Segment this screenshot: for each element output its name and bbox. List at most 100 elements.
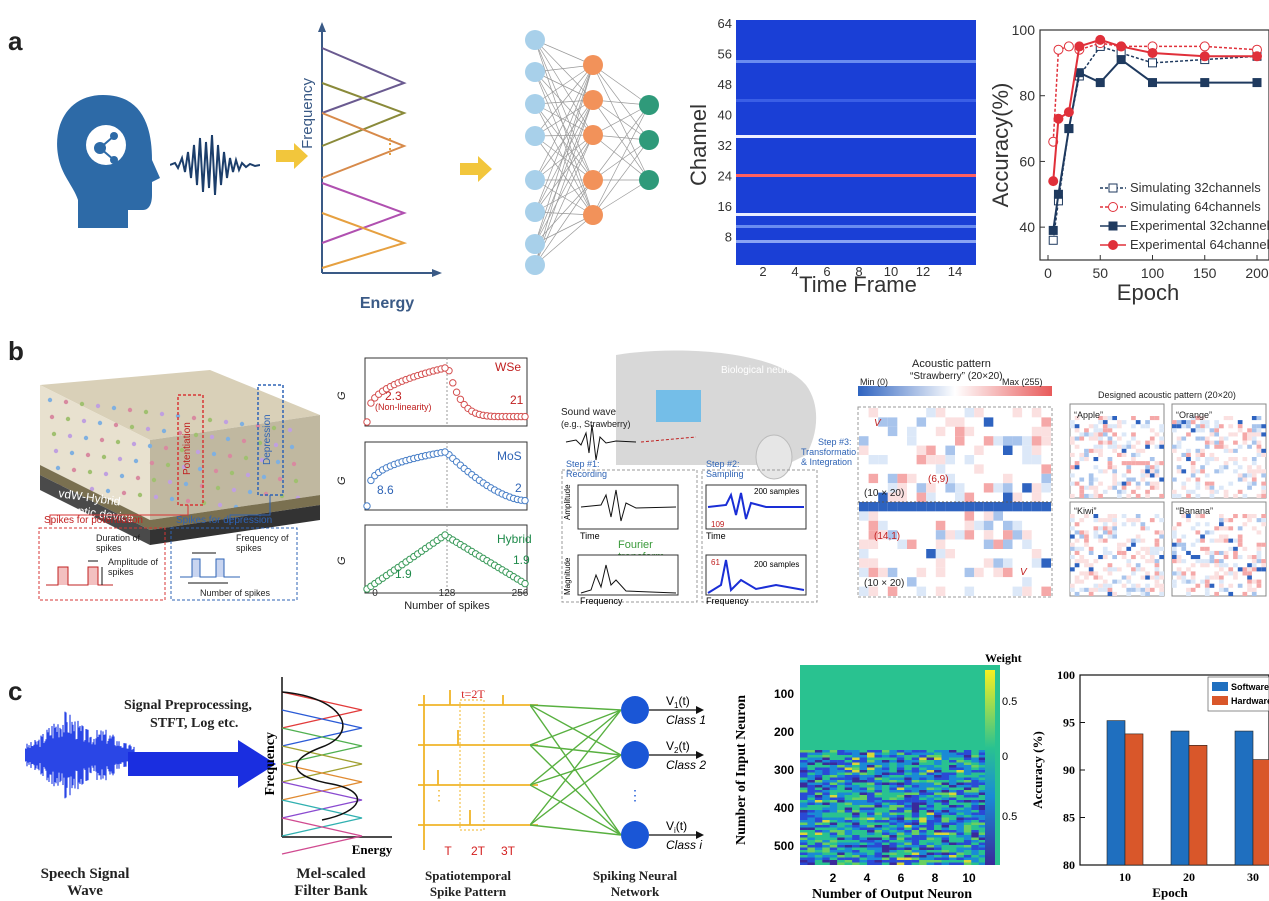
weight-cell xyxy=(852,775,860,778)
designed-cell xyxy=(1140,546,1146,551)
pattern-cell xyxy=(878,520,888,531)
pattern-cell xyxy=(878,549,888,559)
designed-cell xyxy=(1242,432,1248,437)
weight-cell xyxy=(934,752,942,755)
snn-output-suffix: (t) xyxy=(676,819,687,833)
snn-synapse xyxy=(530,784,622,836)
designed-cell xyxy=(1093,518,1099,523)
weight-cell xyxy=(949,832,957,835)
designed-cell xyxy=(1261,485,1266,490)
weight-cell xyxy=(934,790,942,793)
weight-cell xyxy=(963,807,972,810)
weight-cell xyxy=(896,765,905,768)
preprocess-arrow xyxy=(128,740,276,788)
weight-cell xyxy=(978,832,987,835)
designed-cell xyxy=(1186,424,1191,429)
weight-cell xyxy=(911,835,920,838)
designed-cell xyxy=(1219,469,1224,474)
weight-cell xyxy=(829,820,838,823)
pattern-cell xyxy=(897,426,907,437)
weight-cell xyxy=(837,822,845,825)
designed-cell xyxy=(1237,583,1243,588)
weight-cell xyxy=(829,815,838,818)
weight-cell xyxy=(889,800,897,803)
weight-cell xyxy=(963,760,972,763)
designed-cell xyxy=(1135,440,1141,445)
device-atom xyxy=(127,407,133,413)
wse2-nonlin: (Non-linearity) xyxy=(375,402,432,412)
pattern-cell xyxy=(1041,483,1051,493)
heatmap-band xyxy=(736,99,976,102)
weight-cell xyxy=(919,770,927,773)
designed-cell xyxy=(1159,424,1164,429)
weight-cell xyxy=(919,815,927,818)
bio-label: Biological neural networks xyxy=(721,365,837,376)
weight-cell xyxy=(934,857,942,860)
designed-cell xyxy=(1233,469,1238,474)
pattern-cell xyxy=(859,417,869,427)
designed-cell xyxy=(1149,473,1155,478)
nn-edge xyxy=(534,134,594,245)
weight-cell xyxy=(859,842,868,845)
designed-cell xyxy=(1209,583,1215,588)
designed-cell xyxy=(1200,563,1205,568)
mel-filter xyxy=(281,727,363,765)
weight-cell xyxy=(889,827,897,830)
nn-edge xyxy=(534,103,594,136)
weight-cell xyxy=(956,830,964,833)
weight-cell xyxy=(978,795,987,798)
device-atom xyxy=(213,468,219,474)
designed-cell xyxy=(1088,587,1094,592)
weight-cell xyxy=(971,862,979,865)
designed-cell xyxy=(1135,587,1141,592)
depression-spikes-box xyxy=(170,527,298,601)
cond-plot-frame xyxy=(364,524,528,594)
weight-cell xyxy=(978,807,987,810)
weight-cell xyxy=(814,815,823,818)
pattern-cell xyxy=(916,417,927,427)
weight-xtick: 6 xyxy=(898,871,905,885)
weight-cell xyxy=(904,812,912,815)
weight-cell xyxy=(941,782,949,785)
heatmap-xtick: 12 xyxy=(916,264,930,279)
weight-cell xyxy=(859,817,868,820)
weight-cell xyxy=(881,777,890,780)
weight-cell xyxy=(949,787,957,790)
weight-cell xyxy=(926,752,935,755)
designed-cell xyxy=(1117,452,1122,457)
weight-cell xyxy=(807,850,815,853)
weight-cell xyxy=(904,780,912,783)
pattern-cell xyxy=(974,567,984,578)
designed-cell xyxy=(1172,550,1177,555)
designed-cell xyxy=(1098,420,1103,425)
weight-cell xyxy=(874,852,882,855)
designed-cell xyxy=(1214,428,1219,433)
weight-cell xyxy=(949,822,957,825)
pattern-cell xyxy=(1041,520,1051,531)
weight-cell xyxy=(978,750,987,753)
weight-cell xyxy=(896,785,905,788)
designed-cell xyxy=(1131,457,1136,462)
designed-cell xyxy=(1084,428,1089,433)
weight-cell xyxy=(837,770,845,773)
weight-cell xyxy=(867,830,875,833)
cond-point xyxy=(363,502,371,510)
designed-cell xyxy=(1172,559,1177,564)
weight-cell xyxy=(919,835,927,838)
pattern-cell xyxy=(1031,586,1042,596)
designed-cell xyxy=(1121,522,1127,527)
weight-cell xyxy=(807,777,815,780)
weight-cell xyxy=(844,782,853,785)
weight-cell xyxy=(822,817,830,820)
device-atom xyxy=(175,413,181,419)
weight-cell xyxy=(904,785,912,788)
weight-cell xyxy=(926,807,935,810)
device-atom xyxy=(133,458,139,464)
designed-cell xyxy=(1102,469,1108,474)
pattern-cell xyxy=(1003,464,1013,474)
weight-cell xyxy=(844,830,853,833)
pattern-cell xyxy=(945,586,955,596)
designed-cell xyxy=(1261,518,1266,523)
weight-cell xyxy=(911,847,920,850)
weight-cell xyxy=(919,760,927,763)
